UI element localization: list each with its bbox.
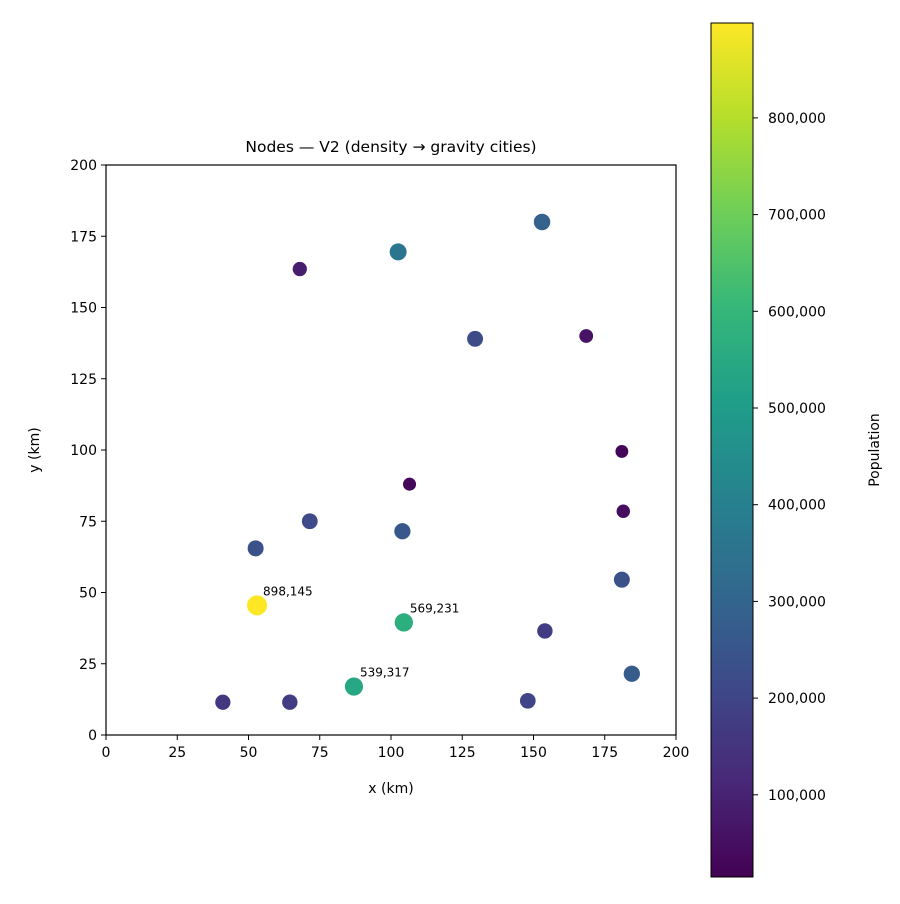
data-point bbox=[467, 330, 484, 347]
data-point bbox=[292, 261, 307, 277]
x-axis-label: x (km) bbox=[368, 781, 413, 797]
y-tick-label: 125 bbox=[70, 372, 97, 388]
data-point bbox=[247, 540, 264, 557]
x-tick-label: 200 bbox=[663, 745, 690, 761]
data-point bbox=[394, 523, 411, 540]
colorbar-label: Population bbox=[867, 413, 883, 487]
y-tick-label: 200 bbox=[70, 158, 97, 174]
x-tick-label: 100 bbox=[378, 745, 405, 761]
x-tick-label: 150 bbox=[520, 745, 547, 761]
x-tick-label: 50 bbox=[240, 745, 258, 761]
data-point bbox=[623, 665, 640, 682]
data-point bbox=[394, 613, 413, 632]
x-tick-label: 125 bbox=[449, 745, 476, 761]
y-tick-label: 50 bbox=[79, 586, 97, 602]
y-tick-label: 25 bbox=[79, 657, 97, 673]
colorbar-tick-label: 400,000 bbox=[768, 498, 826, 514]
data-point bbox=[301, 513, 318, 530]
x-tick-label: 25 bbox=[168, 745, 186, 761]
colorbar-gradient bbox=[710, 22, 754, 878]
data-point bbox=[613, 571, 630, 588]
colorbar-tick-label: 700,000 bbox=[768, 208, 826, 224]
data-point bbox=[247, 595, 268, 616]
y-tick-label: 175 bbox=[70, 229, 97, 245]
colorbar-tick-label: 500,000 bbox=[768, 401, 826, 417]
x-tick-label: 0 bbox=[102, 745, 111, 761]
y-tick-label: 150 bbox=[70, 301, 97, 317]
data-point bbox=[616, 504, 631, 519]
point-label: 569,231 bbox=[410, 601, 460, 615]
colorbar-tick-label: 600,000 bbox=[768, 304, 826, 320]
colorbar-tick-label: 200,000 bbox=[768, 691, 826, 707]
data-point bbox=[403, 477, 417, 491]
colorbar-tick-label: 800,000 bbox=[768, 111, 826, 127]
point-label: 898,145 bbox=[263, 584, 313, 598]
colorbar: 100,000 200,000 300,000 400,000 500,000 600,0… bbox=[710, 22, 826, 878]
y-tick-label: 100 bbox=[70, 443, 97, 459]
y-tick-label: 75 bbox=[79, 514, 97, 530]
plot-area: 898,145 569,231 539,317 0 25 50 75 100 125 150 175… bbox=[70, 158, 689, 761]
y-tick-label: 0 bbox=[88, 728, 97, 744]
data-point bbox=[579, 329, 594, 343]
colorbar-tick-label: 100,000 bbox=[768, 788, 826, 804]
colorbar-tick-label: 300,000 bbox=[768, 594, 826, 610]
data-point bbox=[537, 623, 553, 639]
point-label: 539,317 bbox=[360, 666, 410, 680]
data-point bbox=[519, 692, 536, 709]
data-point bbox=[533, 213, 551, 231]
data-point bbox=[389, 243, 407, 261]
y-axis-label: y (km) bbox=[27, 427, 43, 472]
chart-title: Nodes — V2 (density → gravity cities) bbox=[245, 138, 536, 156]
data-point bbox=[615, 444, 629, 458]
data-point bbox=[215, 694, 231, 710]
x-tick-label: 75 bbox=[311, 745, 329, 761]
data-point bbox=[344, 677, 364, 696]
x-tick-label: 175 bbox=[591, 745, 618, 761]
data-point bbox=[282, 694, 298, 710]
